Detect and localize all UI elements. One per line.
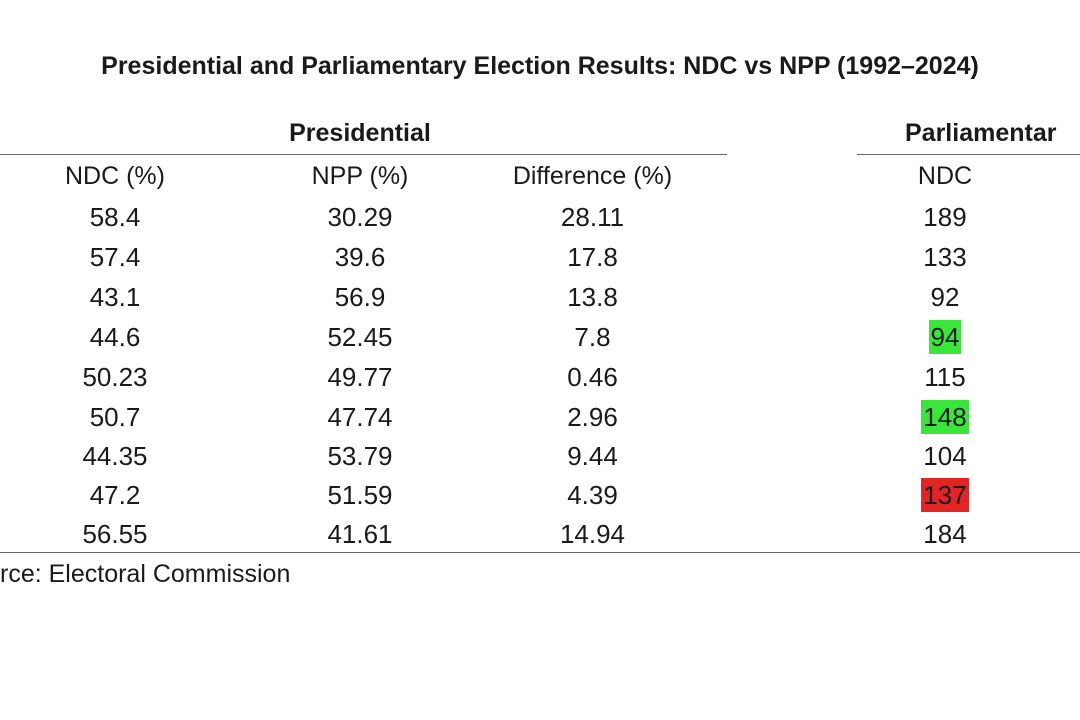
parliamentary-seat-value: 137 [921,478,969,512]
cell-npp-pct: 30.29 [327,202,393,232]
parliamentary-group-header: Parliamentar [905,119,1057,147]
cell-difference-pct: 0.46 [567,362,618,392]
presidential-group-header: Presidential [289,119,431,147]
presidential-header-rule [0,154,727,155]
cell-difference-pct: 14.94 [559,519,626,549]
table-row: 58.4 30.29 28.11 189 [0,198,1080,236]
parliamentary-header-rule [857,154,1080,155]
cell-parliamentary-ndc: 104 [905,437,985,475]
cell-npp-pct: 52.45 [327,322,393,352]
cell-parliamentary-ndc: 137 [905,476,985,514]
cell-difference-pct: 9.44 [567,441,618,471]
parliamentary-seat-value: 92 [930,282,960,312]
cell-difference-pct: 7.8 [574,322,611,352]
cell-difference-pct: 13.8 [567,282,618,312]
cell-npp-pct: 53.79 [327,441,393,471]
table-row: 44.6 52.45 7.8 94 [0,318,1080,356]
column-header-npp-pct: NPP (%) [311,162,409,190]
table-row: 57.4 39.6 17.8 133 [0,238,1080,276]
source-note: rce: Electoral Commission [0,560,291,588]
cell-npp-pct: 39.6 [334,242,386,272]
table-row: 47.2 51.59 4.39 137 [0,476,1080,514]
cell-ndc-pct: 44.35 [82,441,148,471]
cell-ndc-pct: 50.23 [82,362,148,392]
table-title: Presidential and Parliamentary Election … [101,52,979,80]
table-row: 50.23 49.77 0.46 115 [0,358,1080,396]
cell-ndc-pct: 57.4 [89,242,141,272]
table-row: 50.7 47.74 2.96 148 [0,398,1080,436]
column-header-parliamentary-ndc: NDC [917,162,973,190]
cell-parliamentary-ndc: 94 [905,318,985,356]
cell-parliamentary-ndc: 115 [905,358,985,396]
cell-npp-pct: 49.77 [327,362,393,392]
parliamentary-seat-value: 148 [921,400,969,434]
cell-parliamentary-ndc: 92 [905,278,985,316]
cell-ndc-pct: 44.6 [89,322,141,352]
cell-npp-pct: 47.74 [327,402,393,432]
cell-parliamentary-ndc: 133 [905,238,985,276]
cell-npp-pct: 41.61 [327,519,393,549]
cell-ndc-pct: 43.1 [89,282,141,312]
cell-npp-pct: 56.9 [334,282,386,312]
cell-ndc-pct: 56.55 [82,519,148,549]
parliamentary-seat-value: 115 [924,362,966,392]
cell-parliamentary-ndc: 189 [905,198,985,236]
column-header-difference-pct: Difference (%) [512,162,673,190]
cell-ndc-pct: 58.4 [89,202,141,232]
cell-difference-pct: 17.8 [567,242,618,272]
cell-parliamentary-ndc: 148 [905,398,985,436]
parliamentary-seat-value: 189 [923,202,967,232]
parliamentary-seat-value: 104 [923,441,967,471]
parliamentary-seat-value: 184 [923,519,967,549]
cell-ndc-pct: 47.2 [89,480,141,510]
parliamentary-seat-value: 133 [923,242,967,272]
cell-npp-pct: 51.59 [327,480,393,510]
cell-ndc-pct: 50.7 [89,402,141,432]
table-row: 56.55 41.61 14.94 184 [0,515,1080,553]
table-row: 44.35 53.79 9.44 104 [0,437,1080,475]
parliamentary-seat-value: 94 [928,320,962,354]
table-bottom-rule [0,552,1080,553]
column-header-ndc-pct: NDC (%) [65,162,165,190]
cell-parliamentary-ndc: 184 [905,515,985,553]
table-row: 43.1 56.9 13.8 92 [0,278,1080,316]
cell-difference-pct: 2.96 [567,402,618,432]
cell-difference-pct: 28.11 [560,202,625,232]
cell-difference-pct: 4.39 [567,480,618,510]
